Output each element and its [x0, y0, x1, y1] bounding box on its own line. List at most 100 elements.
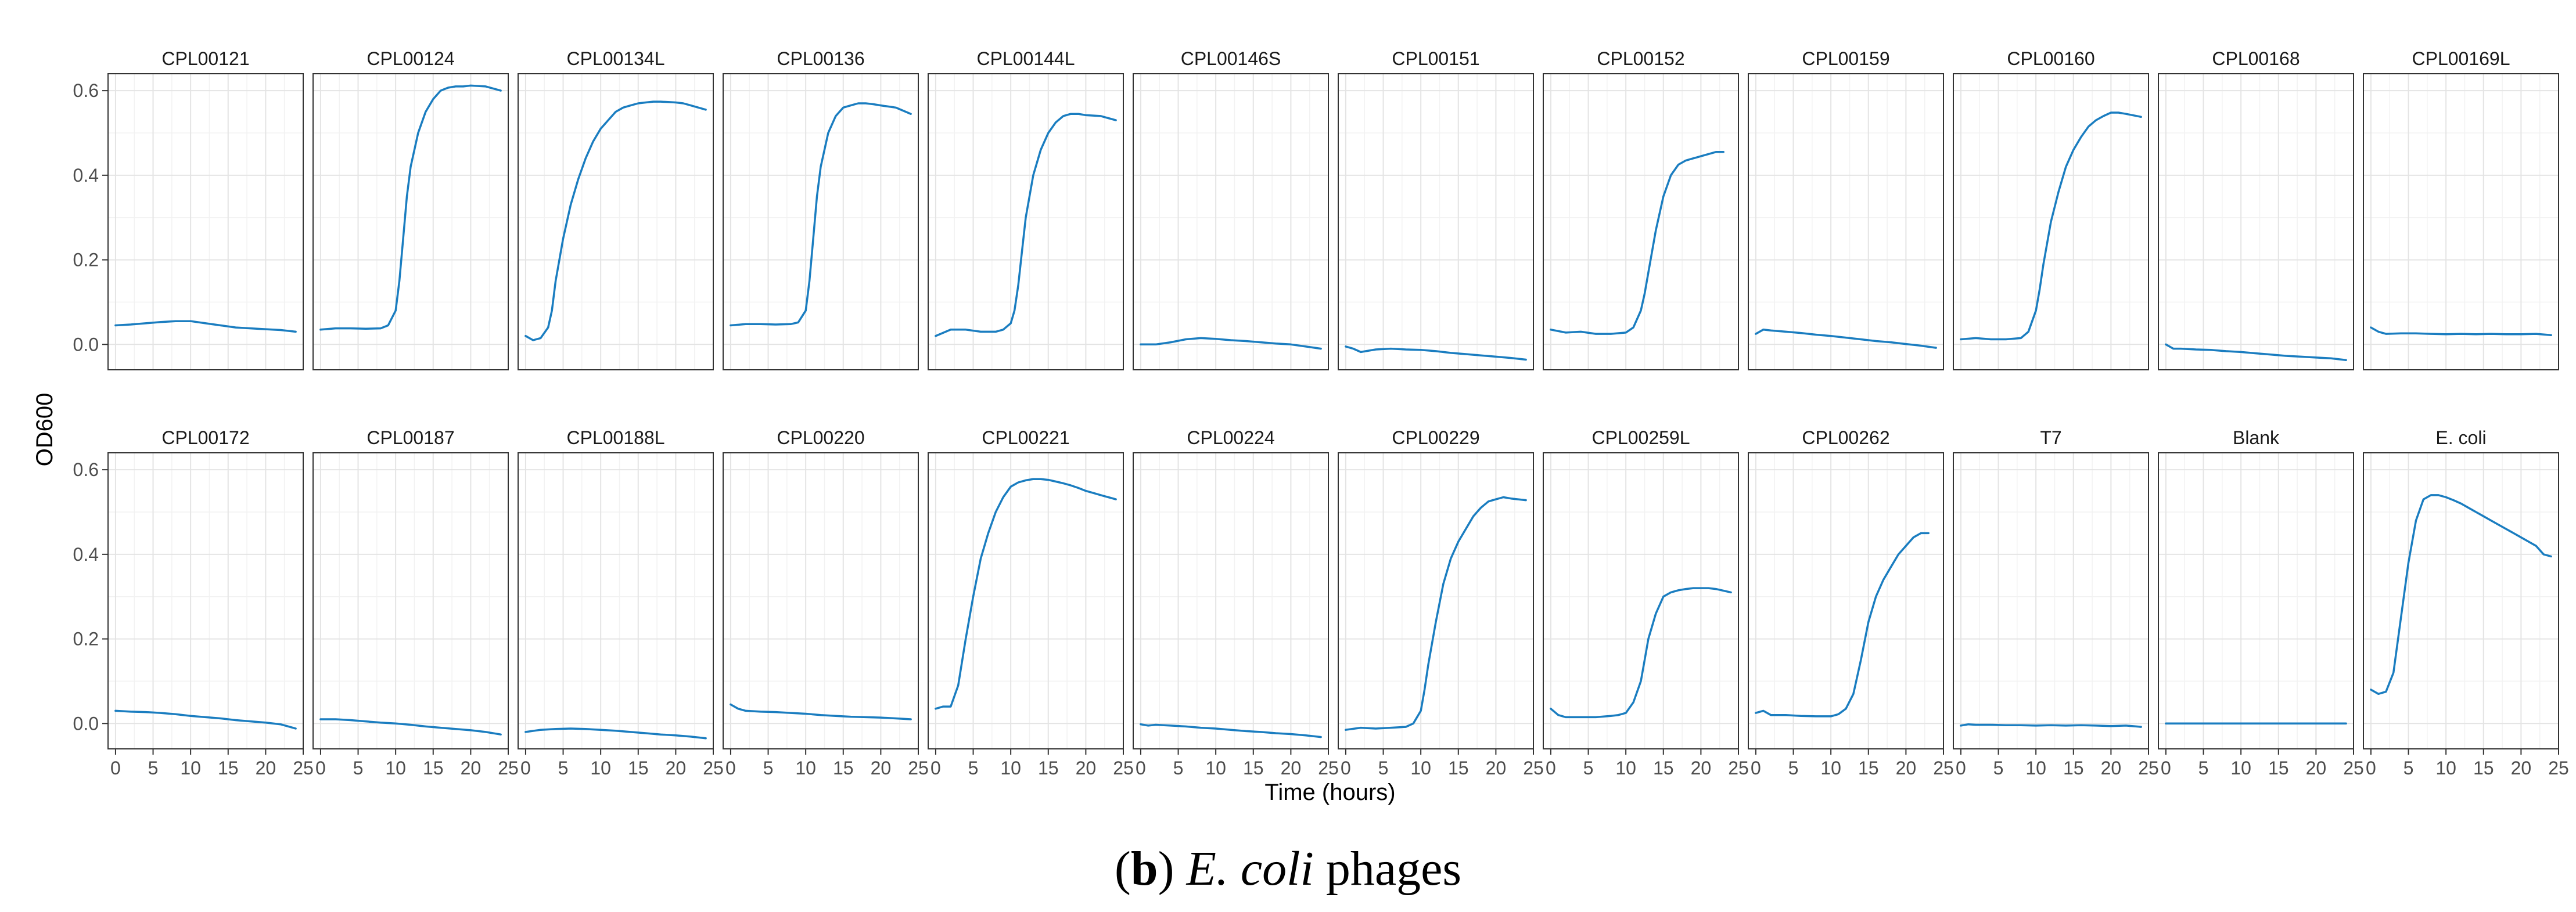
od600-series-line: [114, 320, 297, 333]
panel-border: [1748, 452, 1944, 749]
x-tick-label: 5: [1173, 758, 1184, 778]
x-tick-label: 15: [1038, 758, 1059, 778]
facet-panel: CPL00262 0 5 10 15 20 25: [1748, 427, 1954, 778]
panel-border: [2158, 73, 2354, 370]
x-tick-label: 0: [110, 758, 121, 778]
panel-border: [312, 452, 509, 749]
od600-series-line: [1345, 345, 1527, 361]
x-tick-label: 25: [498, 758, 519, 778]
x-tick-label: 10: [1205, 758, 1226, 778]
panel-border: [1953, 73, 2149, 370]
panel-border: [928, 452, 1124, 749]
facet-panel: CPL00144L: [928, 48, 1124, 370]
y-tick-label: 0.4: [73, 544, 99, 565]
facet-panel: CPL00159: [1748, 48, 1944, 370]
x-tick-label: 0: [315, 758, 326, 778]
x-tick-label: 20: [1076, 758, 1097, 778]
panel-background: [2158, 453, 2354, 749]
x-tick-label: 10: [590, 758, 611, 778]
od600-series-line: [1960, 111, 2142, 341]
y-tick-label: 0.4: [73, 165, 99, 186]
x-tick-label: 10: [2230, 758, 2251, 778]
x-tick-label: 25: [703, 758, 724, 778]
panel-background: [1338, 453, 1533, 749]
od600-series-line: [730, 102, 912, 327]
x-tick-label: 5: [2198, 758, 2209, 778]
panel-background: [1543, 74, 1738, 370]
y-tick-label: 0.2: [73, 250, 99, 271]
facet-panel: CPL00134L: [518, 48, 714, 370]
facet-panel: CPL00146S: [1133, 48, 1329, 370]
caption-species: E. coli: [1186, 842, 1314, 896]
y-tick-label: 0.6: [73, 80, 99, 101]
x-tick-label: 0: [1751, 758, 1761, 778]
x-tick-label: 15: [833, 758, 854, 778]
x-tick-label: 0: [1136, 758, 1146, 778]
x-tick-label: 20: [2306, 758, 2327, 778]
x-tick-label: 0: [930, 758, 941, 778]
facet-panel: CPL00172 0.0 0.2 0.4 0.6 0 5 10 15 20 25: [73, 427, 314, 778]
x-tick-label: 15: [1448, 758, 1469, 778]
od600-series-line: [1140, 337, 1322, 350]
caption-open-paren: (: [1114, 842, 1131, 896]
panel-title: CPL00259L: [1591, 427, 1690, 448]
x-tick-label: 0: [1956, 758, 1966, 778]
panel-background: [518, 453, 713, 749]
panel-border: [518, 452, 714, 749]
panel-title: CPL00124: [367, 48, 454, 69]
x-tick-label: 5: [558, 758, 569, 778]
od600-series-line: [524, 100, 707, 341]
x-tick-label: 5: [148, 758, 159, 778]
panel-background: [313, 74, 508, 370]
x-tick-label: 5: [1378, 758, 1389, 778]
x-tick-label: 15: [628, 758, 649, 778]
facet-panel: CPL00121 0.0 0.2 0.4 0.6: [73, 48, 304, 370]
x-tick-label: 15: [2063, 758, 2084, 778]
x-tick-label: 15: [1243, 758, 1264, 778]
panel-background: [1748, 74, 1943, 370]
panel-border: [107, 73, 304, 370]
x-tick-label: 25: [1933, 758, 1954, 778]
panel-title: CPL00136: [777, 48, 864, 69]
x-tick-label: 20: [2511, 758, 2532, 778]
panel-background: [2158, 74, 2354, 370]
panel-background: [1953, 453, 2149, 749]
panel-title: CPL00220: [777, 427, 864, 448]
panel-title: CPL00224: [1187, 427, 1274, 448]
x-tick-label: 0: [1546, 758, 1556, 778]
x-tick-label: 20: [1486, 758, 1507, 778]
x-tick-label: 20: [2101, 758, 2122, 778]
od600-series-line: [1140, 723, 1322, 738]
x-tick-label: 15: [1653, 758, 1674, 778]
panel-border: [2363, 452, 2559, 749]
panel-title: T7: [2040, 427, 2061, 448]
panel-border: [518, 73, 714, 370]
y-tick-label: 0.0: [73, 713, 99, 734]
od600-series-line: [114, 709, 297, 730]
x-tick-label: 0: [520, 758, 531, 778]
facet-panel: CPL00136: [723, 48, 919, 370]
panel-background: [1338, 74, 1533, 370]
panel-background: [2363, 74, 2559, 370]
x-tick-label: 20: [871, 758, 892, 778]
panel-border: [1133, 452, 1329, 749]
panel-title: CPL00229: [1392, 427, 1479, 448]
x-tick-label: 20: [461, 758, 482, 778]
panel-border: [107, 452, 304, 749]
od600-series-line: [1550, 587, 1732, 719]
facet-panel: CPL00229 0 5 10 15 20 25: [1338, 427, 1544, 778]
panel-title: CPL00262: [1802, 427, 1889, 448]
panel-border: [723, 452, 919, 749]
facet-panel: CPL00168: [2158, 48, 2354, 370]
x-tick-label: 15: [2473, 758, 2494, 778]
panel-border: [723, 73, 919, 370]
facet-panels: CPL00121 0.0 0.2 0.4 0.6 CPL00124 CPL00134L CPL…: [73, 48, 2569, 778]
od600-series-line: [2370, 494, 2552, 695]
od600-series-line: [935, 113, 1117, 337]
facet-panel: CPL00124: [312, 48, 509, 370]
x-tick-label: 25: [1523, 758, 1544, 778]
panel-background: [1748, 453, 1943, 749]
x-tick-label: 0: [2366, 758, 2376, 778]
od600-series-line: [935, 478, 1117, 710]
